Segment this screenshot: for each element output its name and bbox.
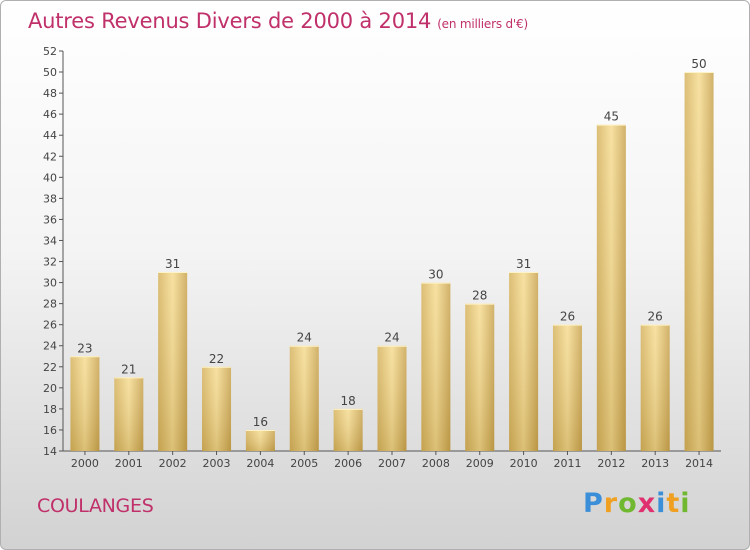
bar-value-label: 28 — [472, 289, 487, 303]
y-tick-label: 28 — [43, 298, 57, 311]
x-tick-label: 2009 — [466, 457, 494, 470]
bar-shade — [70, 356, 100, 451]
bar-shade — [377, 345, 407, 451]
bar-shade — [333, 408, 363, 451]
x-tick-label: 2006 — [334, 457, 362, 470]
bar-shade — [684, 72, 714, 451]
x-tick-label: 2000 — [71, 457, 99, 470]
bar-shade — [509, 272, 539, 451]
logo-letter: i — [680, 488, 691, 519]
bar-value-label: 31 — [516, 257, 531, 271]
chart-title: Autres Revenus Divers de 2000 à 2014 (en … — [28, 9, 528, 33]
chart-title-text: Autres Revenus Divers de 2000 à 2014 — [28, 9, 432, 33]
y-tick-label: 16 — [43, 424, 57, 437]
y-tick-label: 20 — [43, 382, 57, 395]
y-tick-label: 48 — [43, 87, 57, 100]
y-tick-label: 14 — [43, 445, 57, 458]
y-tick-label: 18 — [43, 403, 57, 416]
logo-letter: x — [637, 488, 657, 519]
bar-value-label: 26 — [560, 310, 575, 324]
y-tick-label: 32 — [43, 256, 57, 269]
bar-shade — [114, 377, 144, 451]
bar-shade — [158, 272, 188, 451]
bar-shade — [289, 345, 319, 451]
x-tick-label: 2005 — [290, 457, 318, 470]
bar-shade — [245, 429, 275, 451]
y-tick-label: 50 — [43, 66, 57, 79]
x-tick-label: 2007 — [378, 457, 406, 470]
bar-value-label: 22 — [209, 352, 224, 366]
x-tick-label: 2013 — [641, 457, 669, 470]
bar-value-label: 24 — [384, 331, 399, 345]
bar-shade — [202, 366, 232, 451]
x-tick-label: 2012 — [597, 457, 625, 470]
x-tick-label: 2014 — [685, 457, 713, 470]
x-tick-label: 2001 — [115, 457, 143, 470]
bar-shade — [421, 282, 451, 451]
bar-value-label: 45 — [604, 110, 619, 124]
x-tick-label: 2004 — [246, 457, 274, 470]
bar-value-label: 23 — [77, 341, 92, 355]
logo-letter: i — [656, 488, 667, 519]
bar-value-label: 24 — [297, 331, 312, 345]
bar-shade — [465, 303, 495, 451]
y-tick-label: 44 — [43, 129, 57, 142]
y-tick-label: 42 — [43, 150, 57, 163]
y-tick-label: 46 — [43, 108, 57, 121]
chart-axes: 14 16 18 20 22 24 26 28 30 32 34 36 38 40 42 44 46 48 50 52… — [43, 45, 721, 470]
y-tick-label: 26 — [43, 319, 57, 332]
y-tick-label: 38 — [43, 192, 57, 205]
bar-shade — [596, 124, 626, 452]
bar-value-label: 26 — [648, 310, 663, 324]
bar-value-label: 50 — [691, 57, 706, 71]
y-tick-label: 30 — [43, 277, 57, 290]
bar-shade — [552, 324, 582, 451]
x-tick-label: 2010 — [510, 457, 538, 470]
y-tick-label: 52 — [43, 45, 57, 58]
y-tick-label: 40 — [43, 171, 57, 184]
bar-value-label: 18 — [340, 394, 355, 408]
x-tick-label: 2002 — [159, 457, 187, 470]
logo-letter: r — [603, 488, 619, 519]
y-tick-label: 22 — [43, 361, 57, 374]
y-tick-label: 36 — [43, 213, 57, 226]
town-name: COULANGES — [37, 495, 154, 517]
x-tick-label: 2008 — [422, 457, 450, 470]
logo-letter: P — [583, 488, 604, 519]
bar-value-label: 30 — [428, 268, 443, 282]
bar-value-label: 21 — [121, 362, 136, 376]
x-tick-label: 2003 — [203, 457, 231, 470]
bar-value-label: 16 — [253, 415, 268, 429]
bar-shade — [640, 324, 670, 451]
chart-subtitle: (en milliers d'€) — [437, 17, 528, 31]
y-tick-label: 34 — [43, 234, 57, 247]
x-tick-label: 2011 — [553, 457, 581, 470]
proxiti-logo: Proxiti — [583, 488, 691, 519]
y-tick-label: 24 — [43, 340, 57, 353]
chart-bars: 23 21 31 22 16 24 18 24 30 28 31 26 45 26 50 — [70, 57, 714, 452]
logo-letter: o — [618, 488, 638, 519]
logo-letter: t — [666, 488, 681, 519]
bar-value-label: 31 — [165, 257, 180, 271]
